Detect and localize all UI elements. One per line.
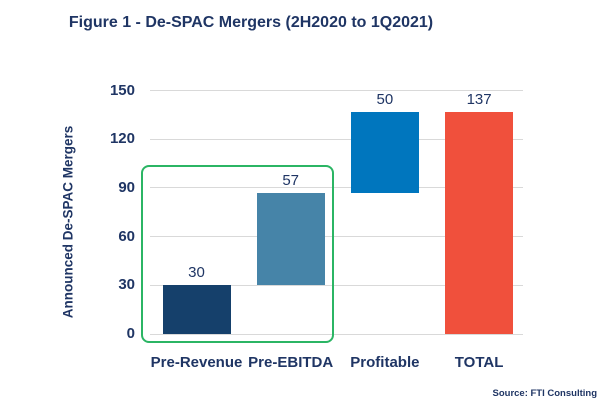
- bar-pre-ebitda: [256, 192, 325, 286]
- y-tick-label: 150: [109, 81, 135, 99]
- gridline: [150, 138, 523, 140]
- x-category-label: TOTAL: [454, 354, 504, 371]
- bar-profitable: [350, 111, 419, 193]
- bar-value-label: 50: [376, 90, 394, 108]
- gridline: [150, 284, 523, 286]
- x-category-label: Pre-Revenue: [150, 354, 243, 371]
- y-tick-label: 90: [118, 178, 135, 196]
- y-tick-label: 0: [126, 325, 135, 342]
- y-tick-label: 120: [109, 130, 135, 148]
- x-category-label: Profitable: [350, 354, 420, 371]
- bar-value-label: 30: [188, 264, 205, 282]
- y-tick-label: 30: [118, 276, 135, 294]
- source-note: Source: FTI Consulting: [492, 388, 598, 399]
- gridline: [150, 333, 523, 335]
- bar-value-label: 137: [466, 90, 492, 108]
- highlight-box: [141, 165, 335, 343]
- gridline: [150, 236, 523, 238]
- x-category-label: Pre-EBITDA: [248, 354, 334, 371]
- chart-title: Figure 1 - De-SPAC Mergers (2H2020 to 1Q…: [68, 14, 434, 31]
- bar-total: [445, 111, 514, 334]
- gridline: [150, 187, 523, 189]
- gridline: [150, 90, 523, 91]
- y-tick-label: 60: [118, 227, 135, 245]
- bar-pre-revenue: [162, 285, 231, 334]
- y-axis-title: Announced De-SPAC Mergers: [60, 125, 76, 319]
- bar-value-label: 57: [282, 171, 300, 189]
